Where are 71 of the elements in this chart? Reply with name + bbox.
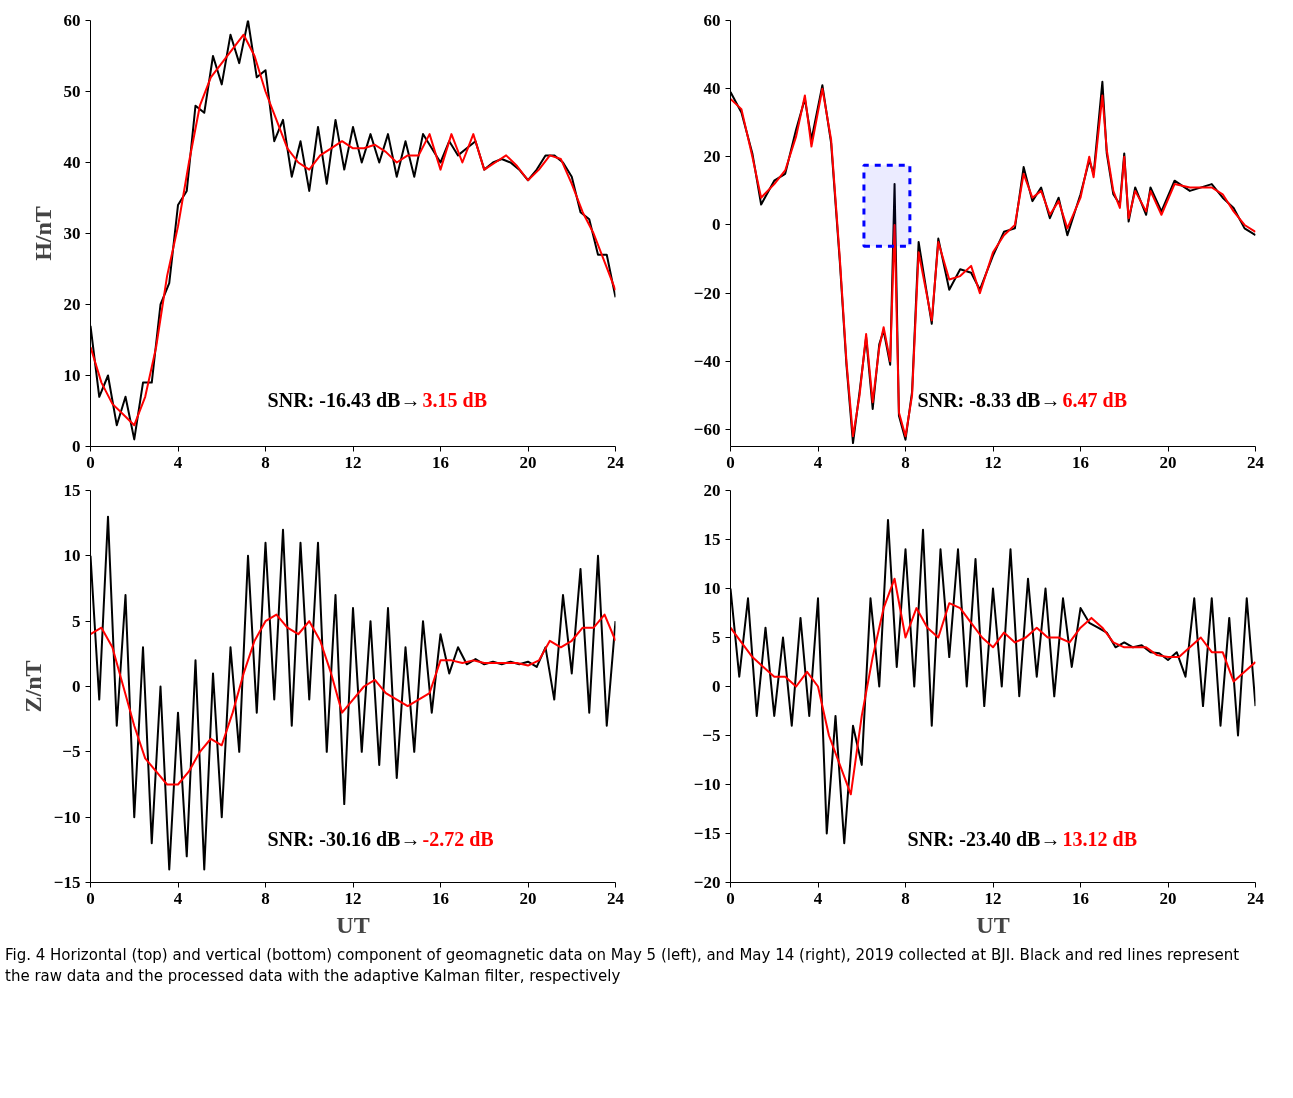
y-tick-label: 40 (703, 79, 721, 99)
y-tick-label: −5 (702, 726, 721, 745)
x-tick-label: 12 (984, 452, 1002, 472)
y-tick-label: −15 (693, 824, 721, 843)
y-tick-label: −60 (693, 419, 721, 439)
y-tick-label: −20 (693, 873, 721, 892)
x-tick-label: 12 (344, 888, 362, 908)
y-tick-label: 15 (63, 481, 81, 500)
annotation: 13.12 dB (1062, 828, 1138, 851)
x-tick-label: 4 (813, 452, 823, 472)
y-tick-label: 0 (712, 215, 721, 235)
x-tick-label: 0 (86, 888, 95, 908)
y-tick-label: 20 (63, 295, 81, 314)
x-tick-label: 4 (173, 452, 183, 472)
y-tick-label: 10 (703, 579, 721, 598)
x-tick-label: 16 (432, 888, 449, 908)
y-tick-label: 0 (72, 437, 81, 456)
x-tick-label: 24 (1247, 452, 1265, 472)
x-tick-label: 16 (1072, 452, 1089, 472)
x-tick-label: 20 (519, 452, 537, 472)
y-tick-label: −15 (53, 873, 81, 892)
y-tick-label: −5 (62, 742, 81, 762)
x-tick-label: 12 (344, 452, 362, 472)
x-tick-label: 16 (1072, 888, 1089, 908)
y-tick-label: 60 (63, 11, 81, 30)
x-tick-label: 12 (984, 888, 1002, 908)
y-axis-title: Z/nT (19, 660, 46, 713)
y-tick-label: 5 (712, 628, 721, 647)
y-tick-label: 0 (712, 677, 721, 696)
y-tick-label: 5 (72, 611, 81, 631)
y-tick-label: 20 (703, 147, 721, 167)
x-tick-label: 0 (726, 888, 735, 908)
x-tick-label: 8 (261, 888, 270, 908)
y-tick-label: 15 (703, 530, 721, 549)
x-tick-label: 20 (519, 888, 537, 908)
y-tick-label: 30 (63, 224, 81, 243)
annotation: SNR: -23.40 dB→ (907, 828, 1061, 851)
x-tick-label: 8 (261, 452, 270, 472)
y-tick-label: 10 (63, 546, 81, 566)
y-tick-label: 0 (72, 677, 81, 696)
annotation: 3.15 dB (422, 388, 488, 411)
y-tick-label: −40 (693, 351, 721, 371)
annotation: 6.47 dB (1062, 388, 1128, 411)
y-tick-label: 40 (63, 153, 81, 172)
y-tick-label: 20 (703, 481, 721, 500)
x-tick-label: 4 (173, 888, 183, 908)
x-tick-label: 20 (1159, 888, 1177, 908)
y-tick-label: 10 (63, 366, 81, 385)
x-axis-title: UT (976, 911, 1010, 938)
y-tick-label: 60 (703, 11, 721, 30)
x-tick-label: 0 (726, 452, 735, 472)
annotation: SNR: -8.33 dB→ (917, 388, 1061, 411)
caption: Fig. 4 Horizontal (top) and vertical (bottom) component of geomagnetic data on May 5 (left), and May 14 (right), 2019 collected at BJI. Black and red lines represent the raw data and the processed data with the adaptive Kalman filter, respectively (5, 945, 1241, 988)
y-tick-label: 50 (63, 82, 81, 101)
x-tick-label: 20 (1159, 452, 1177, 472)
x-tick-label: 8 (901, 452, 910, 472)
y-tick-label: −10 (693, 775, 721, 794)
y-tick-label: −20 (693, 283, 721, 303)
annotation: SNR: -16.43 dB→ (267, 388, 421, 411)
x-tick-label: 8 (901, 888, 910, 908)
annotation: SNR: -30.16 dB→ (267, 828, 421, 851)
x-tick-label: 24 (607, 452, 625, 472)
x-tick-label: 24 (607, 888, 625, 908)
x-tick-label: 0 (86, 452, 95, 472)
x-tick-label: 16 (432, 452, 449, 472)
x-tick-label: 24 (1247, 888, 1265, 908)
x-tick-label: 4 (813, 888, 823, 908)
y-tick-label: −10 (53, 807, 81, 827)
y-axis-title: H/nT (29, 206, 56, 261)
x-axis-title: UT (336, 911, 370, 938)
annotation: -2.72 dB (422, 828, 494, 851)
